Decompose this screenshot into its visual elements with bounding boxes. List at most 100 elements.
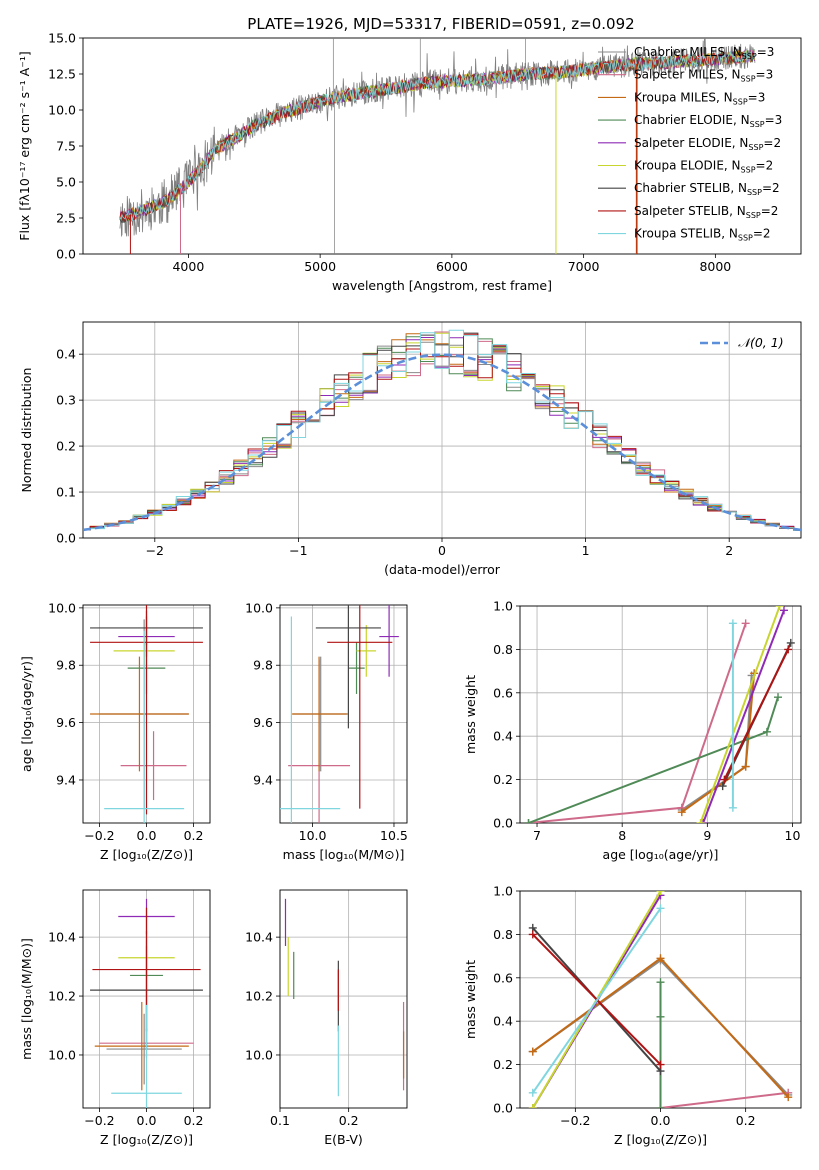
x-axis-label: E(B-V) — [324, 1132, 363, 1147]
x-tick-label: 6000 — [436, 259, 468, 274]
mass-weight-marker — [699, 819, 708, 823]
x-tick-label: 0.0 — [137, 828, 157, 843]
y-tick-label: 10.2 — [48, 989, 76, 1004]
legend-label: Chabrier MILES, NSSP=3 — [634, 45, 774, 61]
residual-histogram-step — [83, 337, 801, 531]
x-tick-label: 0.0 — [137, 1113, 157, 1128]
x-axis-label: (data-model)/error — [384, 562, 501, 577]
residual-legend: 𝒩(0, 1) — [700, 335, 784, 350]
y-tick-label: 0.4 — [493, 1014, 513, 1029]
mass-weight-marker — [524, 819, 533, 823]
x-tick-label: 2 — [725, 543, 733, 558]
y-tick-label: 0.6 — [493, 970, 513, 985]
y-tick-label: 12.5 — [48, 67, 76, 82]
y-tick-label: 9.6 — [253, 715, 273, 730]
mass-weight-marker — [528, 930, 537, 939]
y-tick-label: 9.4 — [253, 772, 273, 787]
y-axis-label: mass weight — [463, 960, 478, 1039]
model-spectrum-line — [119, 49, 755, 221]
x-tick-label: 8 — [618, 828, 626, 843]
y-axis-label: Normed distribution — [19, 368, 34, 493]
y-tick-label: 0.1 — [56, 485, 76, 500]
y-tick-label: 9.8 — [253, 658, 273, 673]
mass-weight-marker — [762, 727, 771, 736]
y-tick-label: 10.0 — [48, 600, 76, 615]
x-tick-label: 5000 — [304, 259, 336, 274]
x-tick-label: 1 — [582, 543, 590, 558]
legend-label: Kroupa ELODIE, NSSP=2 — [634, 159, 773, 175]
normal-reference-curve — [83, 353, 801, 532]
mass_weight_vs_Z-axes: −0.2 0.0 0.2 0.0 0.2 0.4 0.6 0.8 1.0 Z [log₁₀(Z/Z… — [463, 884, 802, 1147]
y-axis-label: mass [log₁₀(M/M⊙)] — [19, 938, 34, 1060]
mass-weight-line — [528, 623, 747, 823]
mass-weight-marker — [779, 606, 788, 615]
x-axis-label: wavelength [Angstrom, rest frame] — [332, 278, 552, 293]
y-tick-label: 0.2 — [493, 1057, 513, 1072]
mass-weight-marker — [656, 904, 665, 913]
legend-label: Kroupa MILES, NSSP=3 — [634, 90, 765, 106]
mass-weight-marker — [784, 645, 793, 654]
x-tick-label: 9 — [703, 828, 711, 843]
mass_vs_ebv-plot-area — [284, 898, 405, 1097]
y-tick-label: 15.0 — [48, 31, 76, 46]
mass-weight-marker — [784, 1093, 793, 1102]
y-tick-label: 9.4 — [56, 772, 76, 787]
mass-weight-marker — [656, 1060, 665, 1069]
mass-weight-marker — [741, 762, 750, 771]
mass_weight_vs_age-plot-area — [524, 606, 795, 823]
age_vs_Z-axes: −0.2 0.0 0.2 9.4 9.6 9.8 10.0 Z [log₁₀(Z/Z⊙)] ag… — [19, 600, 211, 862]
residuals-axes: −2 −1 0 1 2 0.0 0.1 0.2 0.3 0.4 (data-model)/error… — [19, 321, 802, 577]
mass-weight-marker — [656, 1104, 665, 1108]
mass-weight-marker — [775, 606, 784, 610]
x-tick-label: 10.0 — [299, 828, 327, 843]
x-tick-label: 7000 — [568, 259, 600, 274]
y-tick-label: 0.0 — [56, 247, 76, 262]
y-tick-label: 5.0 — [56, 175, 76, 190]
figure-title: PLATE=1926, MJD=53317, FIBERID=0591, z=0… — [247, 15, 634, 33]
y-tick-label: 10.2 — [245, 989, 273, 1004]
mass_vs_Z-axes: −0.2 0.0 0.2 10.0 10.2 10.4 Z [log₁₀(Z/Z⊙)] mas… — [19, 889, 211, 1147]
mass-weight-marker — [728, 619, 737, 628]
mass-weight-marker — [786, 638, 795, 647]
mass-weight-marker — [528, 1104, 537, 1108]
y-tick-label: 0.0 — [56, 531, 76, 546]
axes-frame — [279, 889, 408, 1109]
legend-label: 𝒩(0, 1) — [738, 335, 784, 350]
mass-weight-marker — [528, 1047, 537, 1056]
y-tick-label: 0.4 — [493, 729, 513, 744]
residual-plot-area — [83, 329, 801, 532]
x-tick-label: −0.2 — [84, 828, 114, 843]
model-spectrum-line — [119, 50, 755, 223]
mass-weight-marker — [774, 693, 783, 702]
mass-weight-marker — [728, 803, 737, 812]
x-tick-label: 0.0 — [651, 1113, 671, 1128]
y-tick-label: 10.0 — [48, 103, 76, 118]
mass_vs_ebv-axes: 0.1 0.2 10.0 10.2 10.4 E(B-V) — [245, 889, 408, 1147]
y-tick-label: 0.2 — [56, 439, 76, 454]
x-tick-label: 8000 — [699, 259, 731, 274]
x-tick-label: 7 — [533, 828, 541, 843]
mass-weight-marker — [656, 954, 665, 963]
mass-weight-line — [702, 609, 785, 823]
y-tick-label: 9.6 — [56, 715, 76, 730]
mass-weight-marker — [720, 775, 729, 784]
y-tick-label: 0.6 — [493, 685, 513, 700]
y-tick-label: 1.0 — [493, 884, 513, 899]
legend-label: Salpeter ELODIE, NSSP=2 — [634, 136, 781, 152]
residual-histogram-step — [83, 333, 801, 531]
x-tick-label: 10 — [785, 828, 801, 843]
y-axis-label: Flux [fλ10⁻¹⁷ erg cm⁻² s⁻¹ A⁻¹] — [17, 51, 32, 240]
x-axis-label: age [log₁₀(age/yr)] — [603, 847, 719, 862]
x-tick-label: 0.2 — [184, 1113, 204, 1128]
x-tick-label: 4000 — [172, 259, 204, 274]
axes-frame — [519, 605, 802, 824]
spectrum-plot-area — [119, 38, 756, 254]
x-tick-label: −0.2 — [84, 1113, 114, 1128]
mass_weight_vs_Z-plot-area — [528, 891, 793, 1108]
y-tick-label: 0.2 — [493, 772, 513, 787]
mass_weight_vs_age-axes: 7 8 9 10 0.0 0.2 0.4 0.6 0.8 1.0 age [log₁₀(age/yr… — [463, 599, 802, 862]
x-tick-label: −0.2 — [560, 1113, 590, 1128]
axes-frame — [82, 37, 802, 255]
mass-weight-marker — [528, 1088, 537, 1097]
y-tick-label: 10.0 — [245, 600, 273, 615]
